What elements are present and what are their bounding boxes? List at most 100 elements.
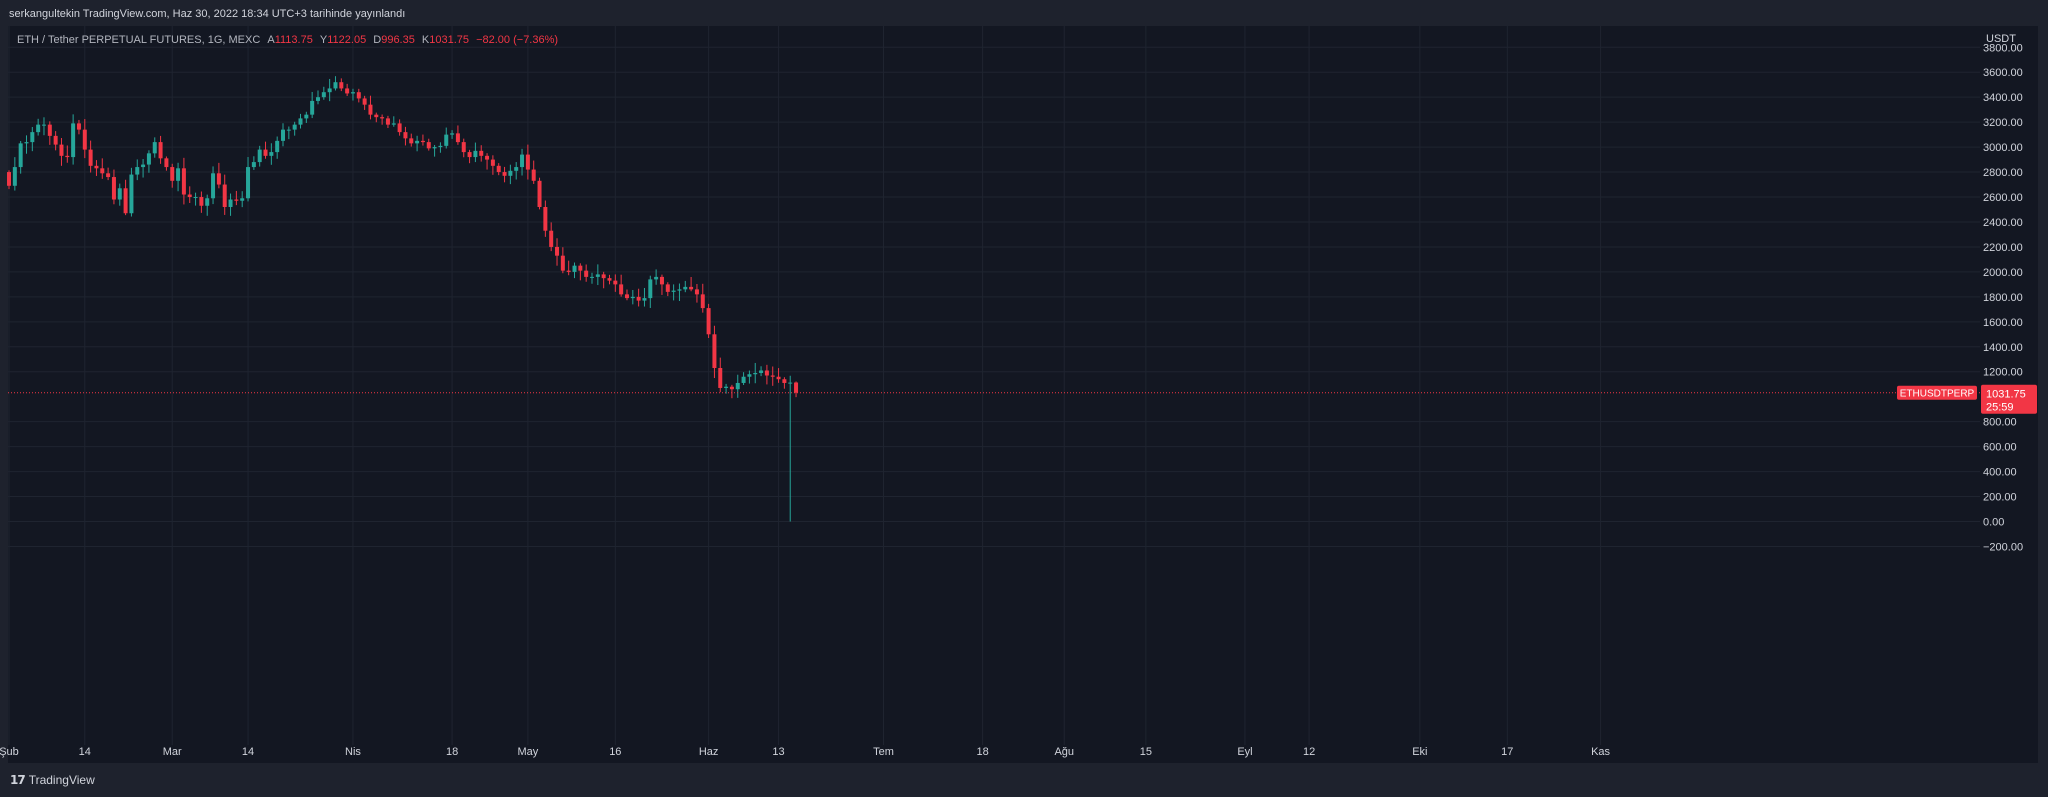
candle[interactable] — [502, 166, 507, 183]
candle[interactable] — [193, 192, 198, 206]
candle[interactable] — [549, 222, 554, 252]
candle[interactable] — [53, 131, 58, 151]
candle[interactable] — [152, 137, 157, 158]
candle[interactable] — [438, 142, 443, 153]
candle-body[interactable] — [636, 296, 641, 301]
candle-body[interactable] — [759, 370, 764, 373]
candle[interactable] — [409, 133, 414, 147]
candle[interactable] — [776, 368, 781, 383]
candle[interactable] — [619, 274, 624, 297]
candle-body[interactable] — [327, 88, 332, 93]
candle[interactable] — [630, 289, 635, 305]
candle-body[interactable] — [590, 276, 594, 278]
candle[interactable] — [269, 143, 274, 165]
candle-body[interactable] — [211, 173, 216, 199]
candle[interactable] — [735, 374, 740, 398]
candle[interactable] — [555, 238, 560, 266]
candle-body[interactable] — [648, 279, 653, 299]
candle-body[interactable] — [555, 246, 560, 256]
candle[interactable] — [747, 370, 752, 384]
candle[interactable] — [525, 144, 530, 180]
candle[interactable] — [222, 174, 227, 215]
candle-body[interactable] — [339, 82, 344, 89]
candle-body[interactable] — [659, 276, 664, 285]
candle[interactable] — [636, 288, 641, 307]
candle[interactable] — [94, 160, 99, 176]
candle-body[interactable] — [18, 143, 23, 168]
candle[interactable] — [624, 289, 629, 301]
candle[interactable] — [601, 271, 606, 289]
candle[interactable] — [543, 200, 548, 237]
candle[interactable] — [380, 114, 385, 125]
candle[interactable] — [595, 264, 600, 286]
candle-body[interactable] — [753, 372, 758, 375]
candle-body[interactable] — [246, 167, 251, 199]
candle[interactable] — [129, 167, 134, 217]
candle[interactable] — [753, 362, 758, 384]
candle-body[interactable] — [718, 367, 723, 388]
candle-body[interactable] — [782, 379, 787, 383]
candle-body[interactable] — [613, 280, 618, 285]
candle-body[interactable] — [671, 290, 676, 292]
candle-body[interactable] — [374, 114, 379, 118]
candle[interactable] — [333, 76, 338, 91]
candle[interactable] — [759, 366, 764, 377]
candle-body[interactable] — [490, 159, 495, 166]
candle[interactable] — [304, 111, 309, 123]
candle-body[interactable] — [450, 133, 455, 135]
candle-body[interactable] — [106, 173, 111, 178]
candle[interactable] — [356, 88, 361, 103]
candle-body[interactable] — [642, 298, 647, 301]
candle[interactable] — [111, 169, 116, 205]
candle[interactable] — [310, 91, 315, 119]
candle[interactable] — [275, 136, 280, 159]
candle-body[interactable] — [689, 286, 694, 290]
candle-body[interactable] — [47, 124, 52, 136]
candle-body[interactable] — [601, 274, 606, 279]
candle-body[interactable] — [298, 118, 303, 125]
candle-body[interactable] — [135, 167, 140, 175]
candle-body[interactable] — [508, 170, 513, 176]
candle-body[interactable] — [607, 278, 612, 281]
candle[interactable] — [729, 384, 734, 399]
candle[interactable] — [281, 123, 286, 147]
candle-body[interactable] — [36, 124, 41, 133]
candle-body[interactable] — [315, 97, 320, 101]
candle[interactable] — [362, 95, 367, 110]
candle[interactable] — [211, 166, 216, 205]
candle[interactable] — [385, 115, 390, 129]
candle[interactable] — [7, 170, 11, 190]
price-axis[interactable]: 3800.00 3600.00 3400.00 3200.00 3000.00 2800.… — [1983, 33, 2023, 553]
candle[interactable] — [263, 141, 268, 159]
candle-body[interactable] — [281, 129, 286, 141]
candle[interactable] — [490, 155, 495, 175]
candle-body[interactable] — [630, 296, 635, 299]
candle[interactable] — [170, 163, 175, 188]
candle[interactable] — [251, 156, 256, 170]
candle-body[interactable] — [100, 168, 105, 174]
candle-body[interactable] — [461, 142, 466, 153]
candle-body[interactable] — [677, 289, 682, 291]
candle-body[interactable] — [59, 144, 64, 156]
candle[interactable] — [508, 164, 513, 185]
candle-body[interactable] — [520, 154, 525, 168]
candle-body[interactable] — [304, 114, 309, 119]
candle-body[interactable] — [123, 188, 128, 214]
candle-body[interactable] — [333, 82, 338, 89]
candle[interactable] — [141, 159, 146, 178]
candle-body[interactable] — [257, 149, 262, 163]
candle[interactable] — [496, 163, 501, 176]
candle-body[interactable] — [251, 162, 256, 168]
candle[interactable] — [426, 138, 431, 151]
candle[interactable] — [420, 134, 425, 146]
candle-body[interactable] — [700, 294, 705, 309]
candle[interactable] — [18, 140, 23, 174]
candle-body[interactable] — [397, 123, 402, 133]
candle-body[interactable] — [479, 150, 484, 156]
candle-body[interactable] — [776, 376, 781, 380]
candle-body[interactable] — [152, 142, 157, 154]
candle[interactable] — [461, 138, 466, 158]
candle-body[interactable] — [415, 140, 420, 144]
candle[interactable] — [584, 264, 589, 282]
candle-body[interactable] — [578, 265, 583, 271]
